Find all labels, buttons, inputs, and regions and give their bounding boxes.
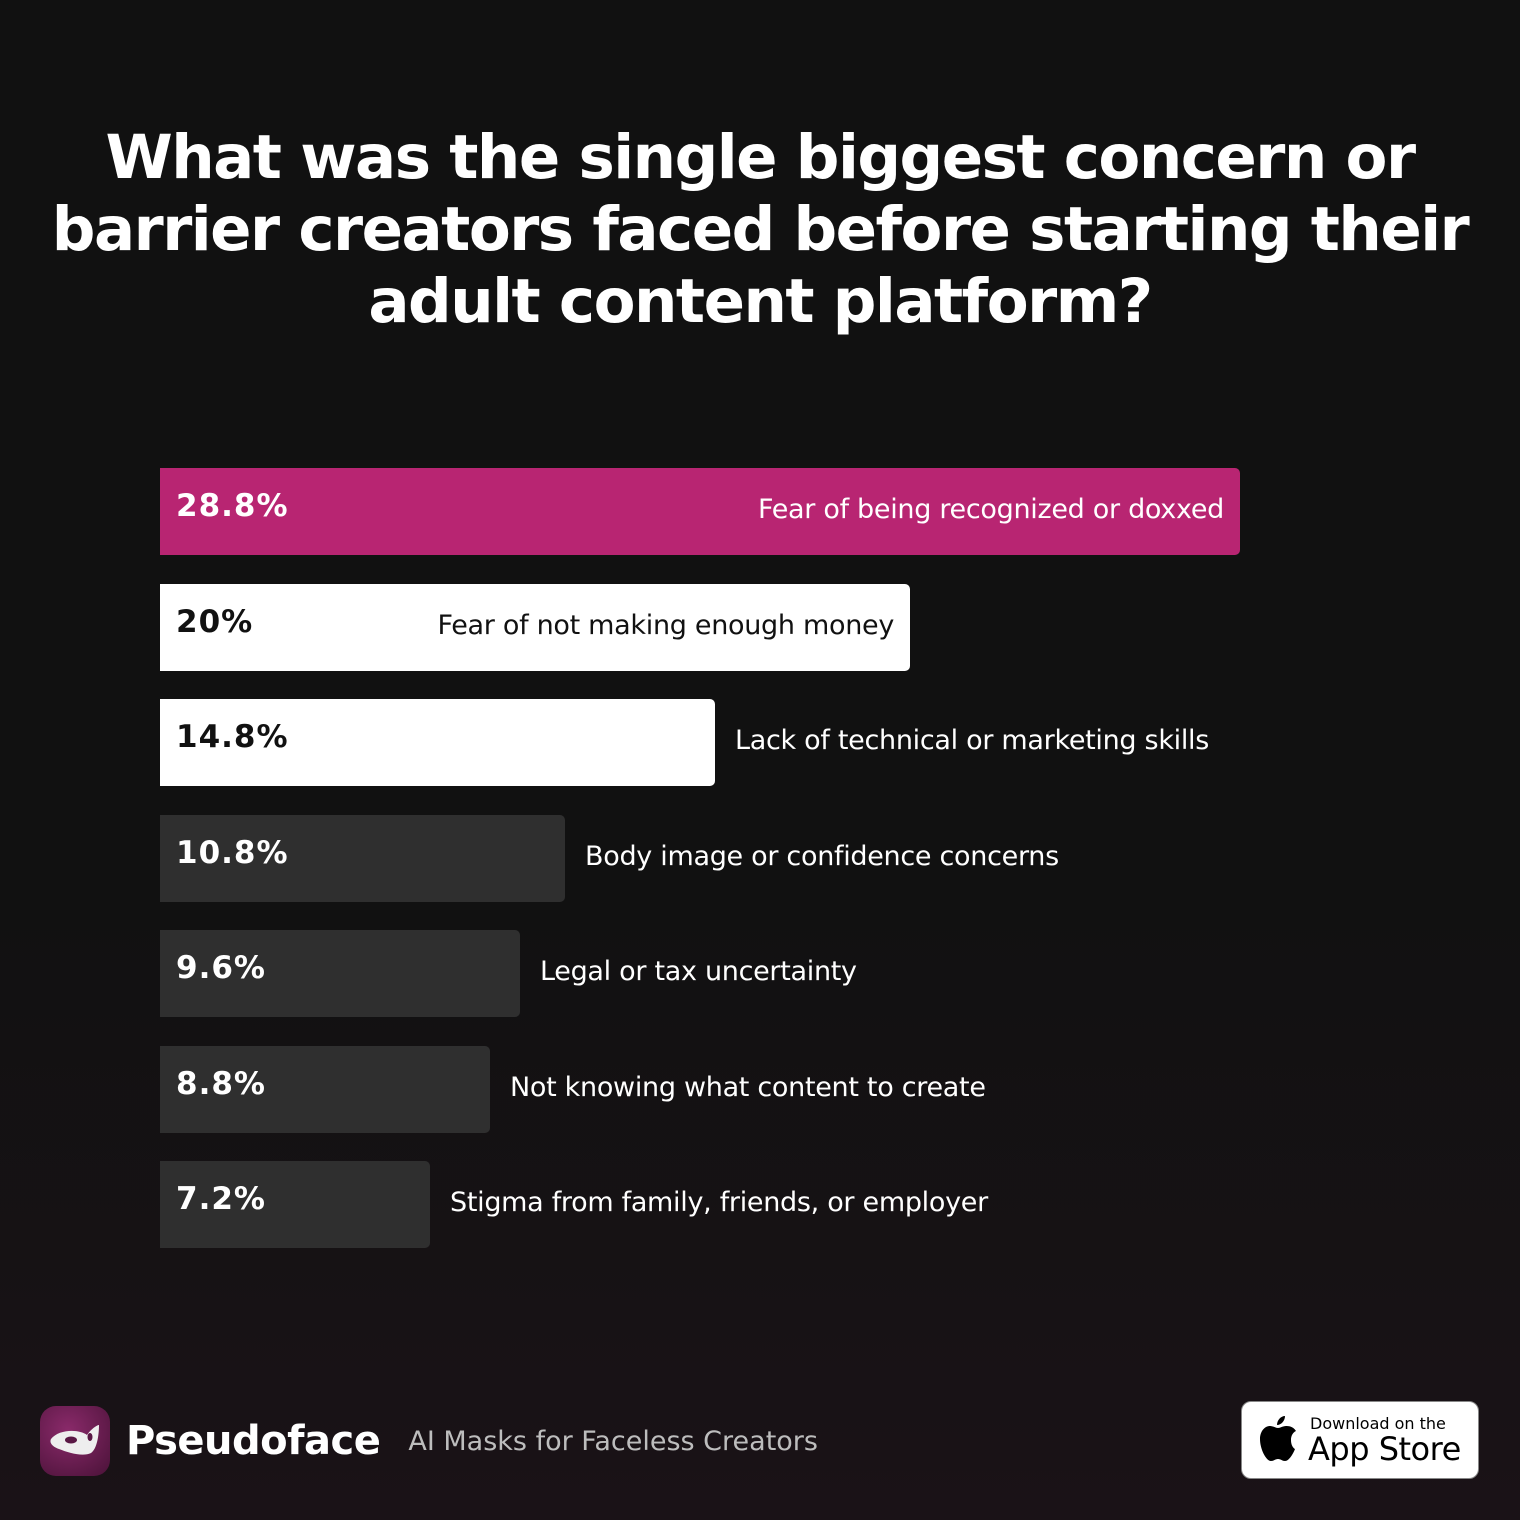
footer: Pseudoface AI Masks for Faceless Creator… xyxy=(40,1406,818,1476)
bar xyxy=(160,699,715,786)
value-label: 14.8% xyxy=(176,719,289,755)
category-label: Body image or confidence concerns xyxy=(585,840,1059,872)
category-label: Legal or tax uncertainty xyxy=(540,956,857,987)
brand-name: Pseudoface xyxy=(126,1418,381,1464)
value-label: 28.8% xyxy=(176,488,289,524)
value-label: 7.2% xyxy=(176,1181,266,1217)
bar xyxy=(160,583,910,671)
bar-row: 10.8% Body image or confidence concerns xyxy=(160,814,1360,902)
category-label: Fear of not making enough money xyxy=(437,609,894,641)
bar xyxy=(160,1045,490,1133)
bar-row: 20% Fear of not making enough money xyxy=(160,583,1360,671)
bar-row: 8.8% Not knowing what content to create xyxy=(160,1045,1360,1133)
mask-icon xyxy=(40,1406,110,1476)
value-label: 8.8% xyxy=(176,1065,266,1102)
category-label: Stigma from family, friends, or employer xyxy=(450,1187,988,1218)
bar-row: 28.8% Fear of being recognized or doxxed xyxy=(160,468,1360,555)
bar-row: 9.6% Legal or tax uncertainty xyxy=(160,930,1360,1017)
bar-chart: 28.8% Fear of being recognized or doxxed 2… xyxy=(160,468,1360,1268)
apple-icon xyxy=(1260,1416,1296,1461)
app-store-badge[interactable]: Download on the App Store xyxy=(1241,1401,1479,1479)
badge-line2: App Store xyxy=(1308,1430,1461,1468)
bar xyxy=(160,1161,430,1248)
bar xyxy=(160,814,565,902)
bar xyxy=(160,930,520,1017)
category-label: Fear of being recognized or doxxed xyxy=(757,494,1224,525)
category-label: Not knowing what content to create xyxy=(510,1071,986,1103)
value-label: 10.8% xyxy=(176,834,289,871)
chart-title: What was the single biggest concern or b… xyxy=(51,122,1470,337)
badge-line1: Download on the xyxy=(1310,1414,1446,1433)
category-label: Lack of technical or marketing skills xyxy=(735,725,1210,756)
tagline: AI Masks for Faceless Creators xyxy=(408,1425,818,1457)
value-label: 20% xyxy=(176,603,254,640)
bar-row: 7.2% Stigma from family, friends, or empl… xyxy=(160,1161,1360,1248)
bar xyxy=(160,468,1240,555)
value-label: 9.6% xyxy=(176,950,266,986)
bar-row: 14.8% Lack of technical or marketing skil… xyxy=(160,699,1360,786)
